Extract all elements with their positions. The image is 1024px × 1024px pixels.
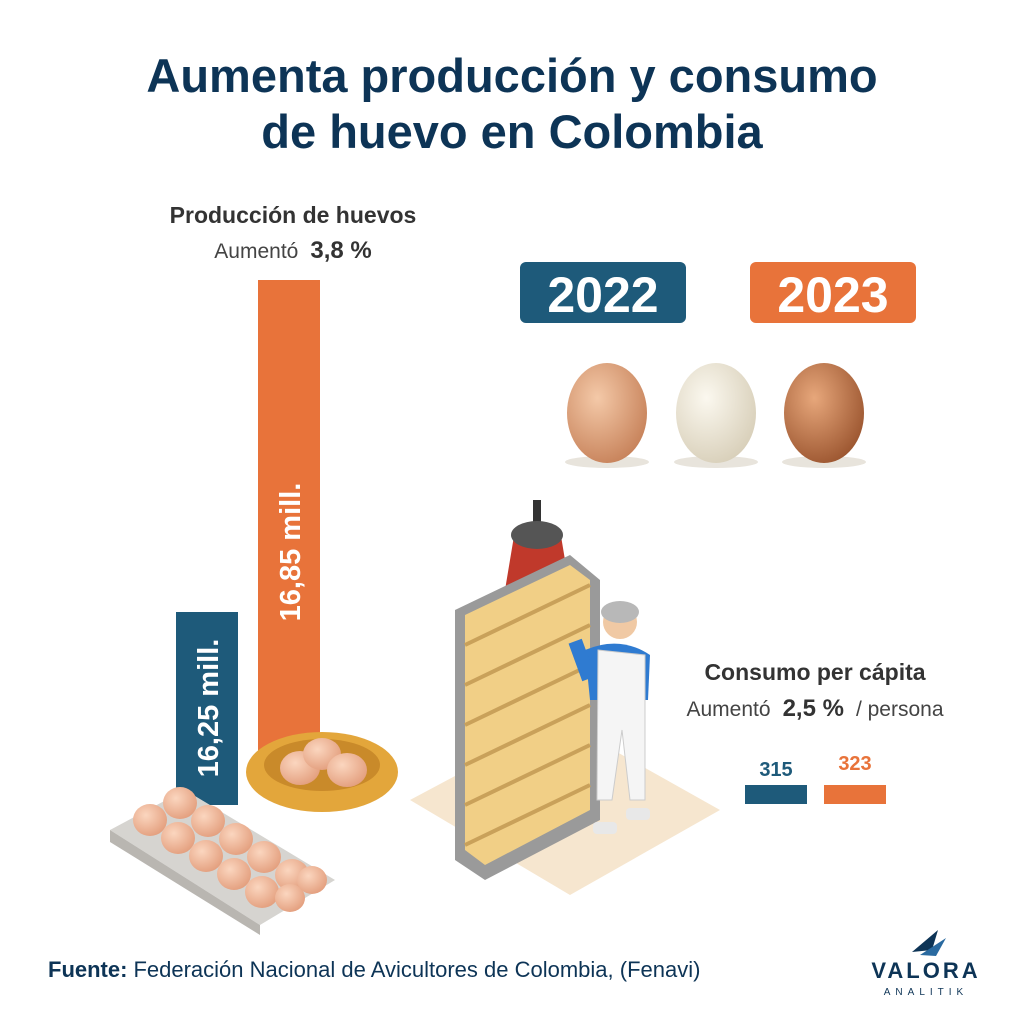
logo xyxy=(912,930,946,956)
consumption-change: Aumentó 2,5 % / persona xyxy=(687,695,944,722)
eggs-illustration xyxy=(565,363,866,468)
year-label: 2023 xyxy=(777,267,888,323)
bar-2022 xyxy=(176,612,238,805)
egg-carton-illustration xyxy=(110,787,335,935)
logo-name: VALORA xyxy=(871,958,980,983)
change-label: Aumentó xyxy=(687,698,771,721)
source: Fuente: Federación Nacional de Avicultore… xyxy=(48,957,700,982)
change-value: 2,5 % xyxy=(783,695,844,722)
year-badge xyxy=(520,262,686,323)
change-label: Aumentó xyxy=(214,240,298,263)
consumption-value: 315 xyxy=(759,759,792,781)
nest-illustration xyxy=(246,732,398,812)
bar-label: 16,85 mill. xyxy=(275,483,307,622)
bar-2023 xyxy=(258,280,320,780)
production-heading: Producción de huevos xyxy=(170,202,417,228)
change-value: 3,8 % xyxy=(310,237,371,264)
worker-illustration xyxy=(568,601,650,834)
source-text: Federación Nacional de Avicultores de Co… xyxy=(133,957,700,982)
consumption-bar xyxy=(824,785,886,804)
production-change: Aumentó 3,8 % xyxy=(214,237,371,264)
consumption-value: 323 xyxy=(838,753,871,775)
consumption-bar xyxy=(745,785,807,804)
consumption-heading: Consumo per cápita xyxy=(704,659,925,685)
logo-sub: ANALITIK xyxy=(884,987,968,998)
year-badge xyxy=(750,262,916,323)
incubator-illustration xyxy=(410,500,720,895)
change-unit: / persona xyxy=(856,698,944,721)
bar-label: 16,25 mill. xyxy=(193,639,225,778)
year-label: 2022 xyxy=(547,267,658,323)
title-line: Aumenta producción y consumo xyxy=(146,49,877,102)
source-label: Fuente: xyxy=(48,957,127,982)
title-line: de huevo en Colombia xyxy=(261,105,763,158)
